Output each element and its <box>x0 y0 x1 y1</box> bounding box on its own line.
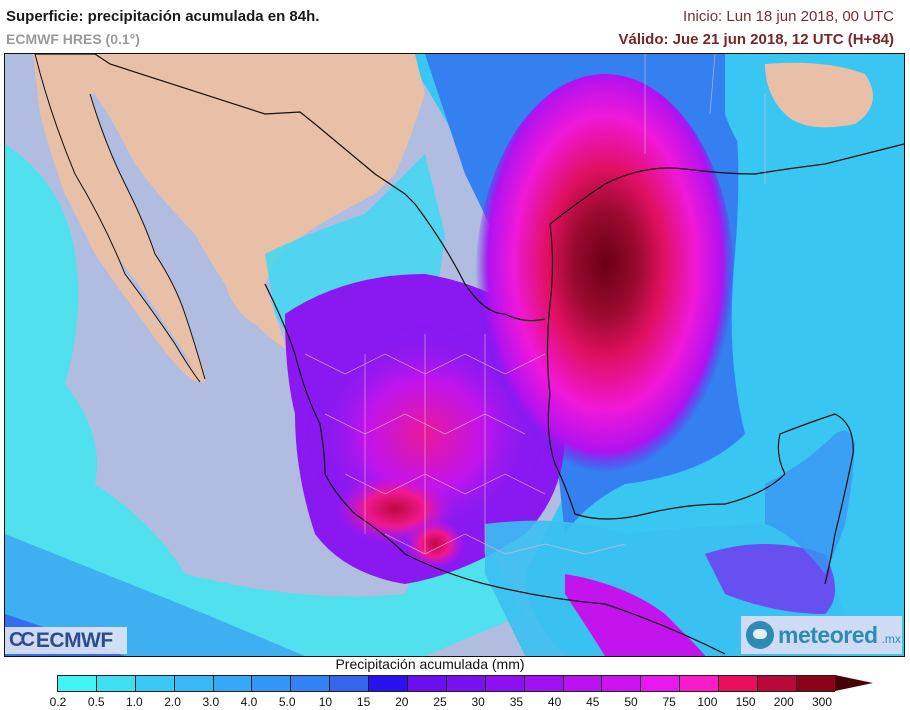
color-scale-ticks: 0.2 0.5 1.0 2.0 3.0 4.0 5.0 10 15 20 25 30 35 40 45 50 7… <box>38 695 858 709</box>
ecmwf-logo-text: ECMWF <box>35 628 113 652</box>
meteored-logo: meteored .mx <box>741 616 902 654</box>
valid-time: Válido: Jue 21 jun 2018, 12 UTC (H+84) <box>618 31 894 48</box>
legend-swatch <box>173 675 213 692</box>
meteored-tld: .mx <box>881 632 901 646</box>
map-canvas <box>5 54 904 656</box>
legend-tick-label: 30 <box>471 695 485 709</box>
cloud-bubble-icon <box>746 621 774 649</box>
legend-swatch <box>640 675 680 692</box>
legend-swatch <box>757 675 796 692</box>
legend-swatch <box>679 675 719 692</box>
legend-tick-label: 200 <box>773 695 794 709</box>
legend-swatch <box>484 675 524 692</box>
legend-tick-label: 35 <box>509 695 524 709</box>
legend-swatch <box>290 675 330 692</box>
legend-swatch <box>251 675 291 692</box>
legend-swatch <box>601 675 641 692</box>
init-time: Inicio: Lun 18 jun 2018, 00 UTC <box>683 8 894 25</box>
legend-swatch <box>329 675 369 692</box>
legend-swatch <box>57 675 96 692</box>
legend-tick-label: 3.0 <box>202 695 220 709</box>
meteored-logo-text: meteored <box>778 621 878 648</box>
ecmwf-wave-icon: CC <box>9 629 35 651</box>
legend-swatch <box>212 675 252 692</box>
legend-tick-label: 1.0 <box>126 695 143 709</box>
legend-tick-label: 45 <box>586 695 600 709</box>
legend-swatch <box>445 675 485 692</box>
legend-swatch <box>523 675 563 692</box>
legend-tick-label: 75 <box>662 695 676 709</box>
legend-tick-label: 300 <box>811 695 833 709</box>
legend-title: Precipitación acumulada (mm) <box>335 656 525 672</box>
legend-swatch <box>368 675 408 692</box>
legend-tick-label: 0.5 <box>87 695 105 709</box>
legend-swatch <box>95 675 135 692</box>
header-title: Superficie: precipitación acumulada en 8… <box>6 8 320 25</box>
ecmwf-logo: CC ECMWF <box>5 627 127 654</box>
legend-tick-label: 20 <box>395 695 409 709</box>
legend-tick-label: 10 <box>318 695 333 709</box>
legend-overflow-arrow <box>834 675 873 691</box>
legend-swatch <box>562 675 602 692</box>
legend-tick-label: 100 <box>697 695 718 709</box>
color-scale-bar <box>57 675 873 692</box>
legend-tick-label: 150 <box>735 695 756 709</box>
model-label: ECMWF HRES (0.1°) <box>6 31 140 47</box>
legend-tick-label: 0.2 <box>49 695 67 709</box>
legend-tick-label: 40 <box>547 695 562 709</box>
legend-tick-label: 25 <box>433 695 447 709</box>
legend-swatch <box>718 675 758 692</box>
legend-tick-label: 2.0 <box>164 695 181 709</box>
legend-tick-label: 15 <box>356 695 371 709</box>
legend-tick-label: 5.0 <box>278 695 296 709</box>
legend-tick-label: 50 <box>624 695 638 709</box>
legend-swatch <box>795 675 835 692</box>
legend-swatch <box>134 675 174 692</box>
precipitation-map <box>4 53 905 657</box>
legend-tick-label: 4.0 <box>240 695 258 709</box>
land-north <box>5 54 425 384</box>
legend-swatch <box>407 675 446 692</box>
